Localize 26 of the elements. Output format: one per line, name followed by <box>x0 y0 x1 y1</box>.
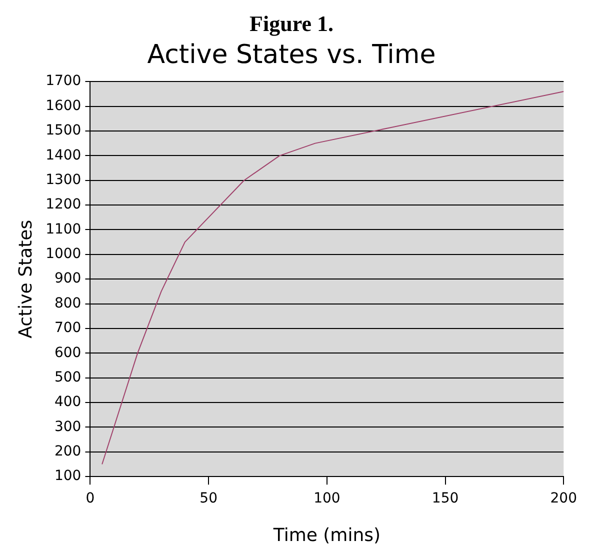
y-tick-label: 1100 <box>46 221 82 238</box>
y-tick-label: 1400 <box>46 147 82 164</box>
y-tick-label: 900 <box>54 270 82 287</box>
y-tick-label: 700 <box>54 320 82 336</box>
chart-subtitle: Active States vs. Time <box>147 40 436 70</box>
y-tick-label: 600 <box>54 344 82 361</box>
y-tick-label: 1700 <box>46 73 82 90</box>
y-tick-label: 400 <box>54 394 82 410</box>
y-tick-label: 1200 <box>46 196 82 213</box>
y-tick-label: 1500 <box>46 122 82 139</box>
y-tick-label: 100 <box>54 468 82 484</box>
x-axis-title: Time (mins) <box>272 524 381 546</box>
y-tick-label: 1000 <box>46 246 82 262</box>
y-axis-title: Active States <box>15 220 36 338</box>
y-tick-label: 300 <box>54 418 82 435</box>
x-tick-label: 150 <box>432 490 459 507</box>
y-tick-label: 500 <box>54 369 82 386</box>
x-tick-label: 200 <box>550 490 578 507</box>
chart-title: Figure 1. <box>250 10 334 36</box>
y-tick-label: 1300 <box>46 172 82 188</box>
y-tick-label: 800 <box>54 295 82 312</box>
y-tick-label: 200 <box>54 444 82 460</box>
x-tick-label: 0 <box>86 490 95 507</box>
y-tick-label: 1600 <box>46 98 82 114</box>
x-tick-label: 50 <box>200 490 218 507</box>
x-tick-label: 100 <box>314 490 340 507</box>
